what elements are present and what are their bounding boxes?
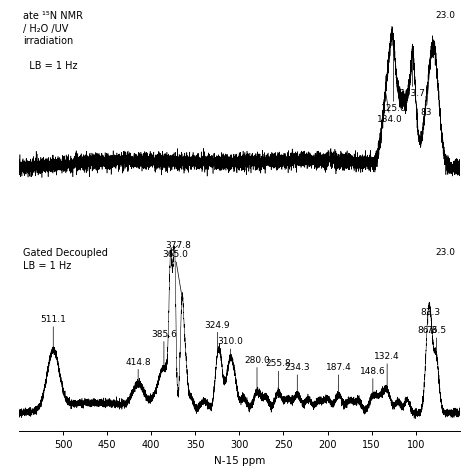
- Text: 385.6: 385.6: [151, 330, 177, 365]
- Text: 511.1: 511.1: [40, 315, 66, 351]
- Text: 76.5: 76.5: [426, 326, 447, 354]
- Text: 255.8: 255.8: [265, 359, 291, 392]
- Text: 310.0: 310.0: [218, 337, 244, 357]
- Text: 86.3: 86.3: [418, 312, 438, 335]
- Text: 234.3: 234.3: [284, 363, 310, 394]
- Text: ate ¹⁵N NMR
/ H₂O /UV
irradiation

  LB = 1 Hz: ate ¹⁵N NMR / H₂O /UV irradiation LB = 1…: [23, 11, 83, 71]
- Text: 83: 83: [420, 55, 432, 117]
- Text: Gated Decoupled
LB = 1 Hz: Gated Decoupled LB = 1 Hz: [23, 248, 108, 271]
- Text: 148.6: 148.6: [360, 367, 386, 394]
- Text: 414.8: 414.8: [125, 357, 151, 381]
- Text: 23.0: 23.0: [436, 248, 456, 257]
- Text: 134.0: 134.0: [377, 93, 403, 124]
- Text: 365.0: 365.0: [162, 250, 188, 297]
- Text: 125.0: 125.0: [381, 39, 407, 113]
- Text: 187.4: 187.4: [326, 363, 352, 394]
- Text: 324.9: 324.9: [205, 320, 230, 356]
- Text: 103.7: 103.7: [400, 55, 425, 98]
- Text: 280.0: 280.0: [244, 356, 270, 395]
- Text: 377.8: 377.8: [165, 241, 191, 251]
- Text: 23.0: 23.0: [436, 11, 456, 20]
- Text: 132.4: 132.4: [374, 352, 400, 390]
- Text: 83.3: 83.3: [420, 308, 440, 317]
- X-axis label: N-15 ppm: N-15 ppm: [214, 456, 265, 466]
